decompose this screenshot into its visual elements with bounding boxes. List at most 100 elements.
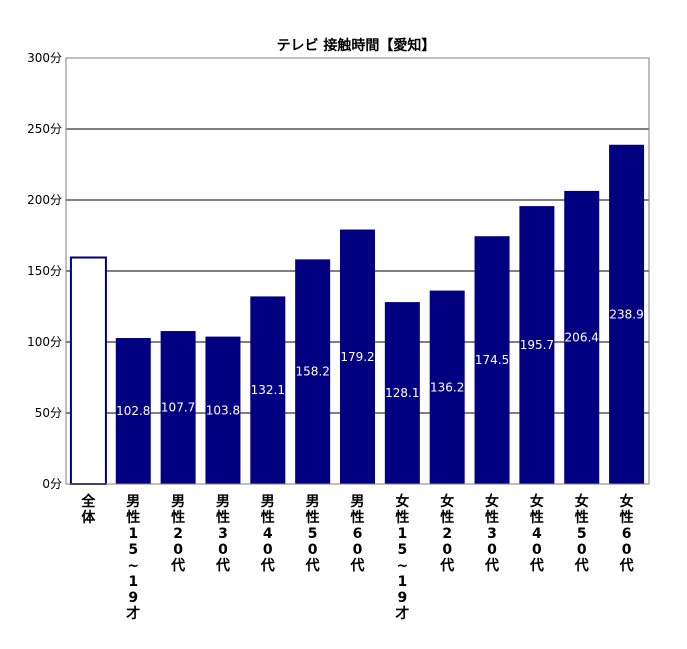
- x-tick-char: 性: [351, 509, 365, 526]
- y-tick-label: 100分: [27, 335, 62, 349]
- x-tick-char: 0: [577, 542, 587, 558]
- x-tick-char: 0: [442, 542, 452, 558]
- x-tick-char: 男: [216, 494, 230, 510]
- x-tick-char: 1: [128, 526, 138, 542]
- bar: [564, 190, 600, 485]
- x-tick-char: 代: [350, 557, 365, 574]
- x-tick-char: 男: [171, 494, 185, 510]
- x-tick-char: 4: [532, 526, 542, 542]
- bar: [384, 302, 420, 484]
- x-tick-char: 6: [353, 526, 363, 542]
- bar: [250, 296, 286, 484]
- y-tick-label: 300分: [27, 51, 62, 65]
- bar: [205, 336, 241, 484]
- x-tick-char: 代: [484, 557, 499, 574]
- x-tick-char: 5: [577, 526, 587, 542]
- x-tick-char: 3: [487, 526, 497, 542]
- x-tick-label: 全体: [80, 493, 96, 526]
- data-label: 103.8: [206, 403, 240, 417]
- x-tick-char: 代: [529, 557, 544, 574]
- x-tick-char: 4: [263, 526, 273, 542]
- x-tick-char: 女: [575, 493, 589, 510]
- bar: [69, 256, 107, 486]
- y-tick-label: 200分: [27, 193, 62, 207]
- x-tick-char: 性: [261, 509, 275, 526]
- x-tick-char: 0: [353, 542, 363, 558]
- x-tick-char: 性: [126, 509, 140, 526]
- bar: [609, 144, 645, 484]
- y-tick-label: 0分: [42, 477, 62, 491]
- x-tick-char: ~: [127, 558, 139, 574]
- x-tick-char: 性: [485, 509, 499, 526]
- x-tick-char: 代: [574, 557, 589, 574]
- x-tick-char: 9: [397, 590, 407, 606]
- x-tick-char: 5: [308, 526, 318, 542]
- x-tick-char: ~: [396, 558, 408, 574]
- y-tick-label: 50分: [35, 406, 62, 420]
- bar: [429, 290, 465, 484]
- x-tick-char: 0: [173, 542, 183, 558]
- bar: [340, 229, 375, 484]
- x-tick-char: 性: [530, 509, 544, 526]
- x-tick-char: 1: [397, 574, 407, 590]
- plot-frame: [65, 57, 650, 485]
- x-tick-char: 代: [439, 557, 454, 574]
- x-tick-char: 5: [397, 542, 407, 558]
- x-tick-char: 女: [440, 493, 454, 510]
- chart-title: テレビ 接触時間【愛知】: [277, 37, 436, 54]
- x-tick-char: 性: [440, 509, 454, 526]
- bar: [295, 259, 331, 484]
- x-tick-char: 2: [442, 526, 452, 542]
- x-tick-char: 1: [128, 574, 138, 590]
- x-tick-char: 女: [620, 493, 634, 510]
- x-tick-char: 0: [218, 542, 228, 558]
- x-tick-char: 性: [306, 509, 320, 526]
- data-label: 179.2: [340, 350, 374, 364]
- x-tick-char: 0: [622, 542, 632, 558]
- x-tick-char: 女: [395, 493, 409, 510]
- x-tick-char: 2: [173, 526, 183, 542]
- x-tick-char: 3: [218, 526, 228, 542]
- data-label: 128.1: [385, 386, 419, 400]
- x-tick-char: 男: [306, 494, 320, 510]
- bars: [69, 144, 645, 486]
- x-tick-char: 代: [215, 557, 230, 574]
- x-tick-char: 男: [351, 494, 365, 510]
- y-axis-ticks: 0分 50分 100分 150分 200分 250分 300分: [27, 51, 62, 491]
- data-labels: 102.8 107.7 103.8 132.1 158.2 179.2 128.1 136.2…: [116, 307, 644, 418]
- x-tick-char: 代: [305, 557, 320, 574]
- data-label: 238.9: [609, 307, 643, 321]
- y-tick-label: 250分: [27, 122, 62, 136]
- x-tick-char: 代: [619, 557, 634, 574]
- x-tick-char: 才: [126, 605, 140, 622]
- data-label: 132.1: [251, 383, 285, 397]
- x-tick-char: 代: [260, 557, 275, 574]
- data-label: 195.7: [520, 338, 554, 352]
- x-tick-char: 全: [80, 493, 96, 510]
- data-label: 174.5: [475, 353, 509, 367]
- x-tick-char: 性: [216, 509, 230, 526]
- x-axis-ticks: 全体男性15~19才男性20代男性30代男性40代男性50代男性60代女性15~…: [80, 493, 633, 622]
- x-tick-char: 0: [532, 542, 542, 558]
- x-tick-char: 性: [620, 509, 634, 526]
- x-tick-char: 5: [128, 542, 138, 558]
- y-tick-label: 150分: [27, 264, 62, 278]
- x-tick-char: 0: [487, 542, 497, 558]
- x-tick-char: 性: [171, 509, 185, 526]
- x-tick-char: 男: [126, 494, 140, 510]
- x-tick-char: 性: [575, 509, 589, 526]
- data-label: 107.7: [161, 401, 195, 415]
- x-tick-char: 体: [81, 509, 96, 526]
- bar: [115, 338, 151, 484]
- x-tick-char: 男: [261, 494, 275, 510]
- x-tick-char: 1: [397, 526, 407, 542]
